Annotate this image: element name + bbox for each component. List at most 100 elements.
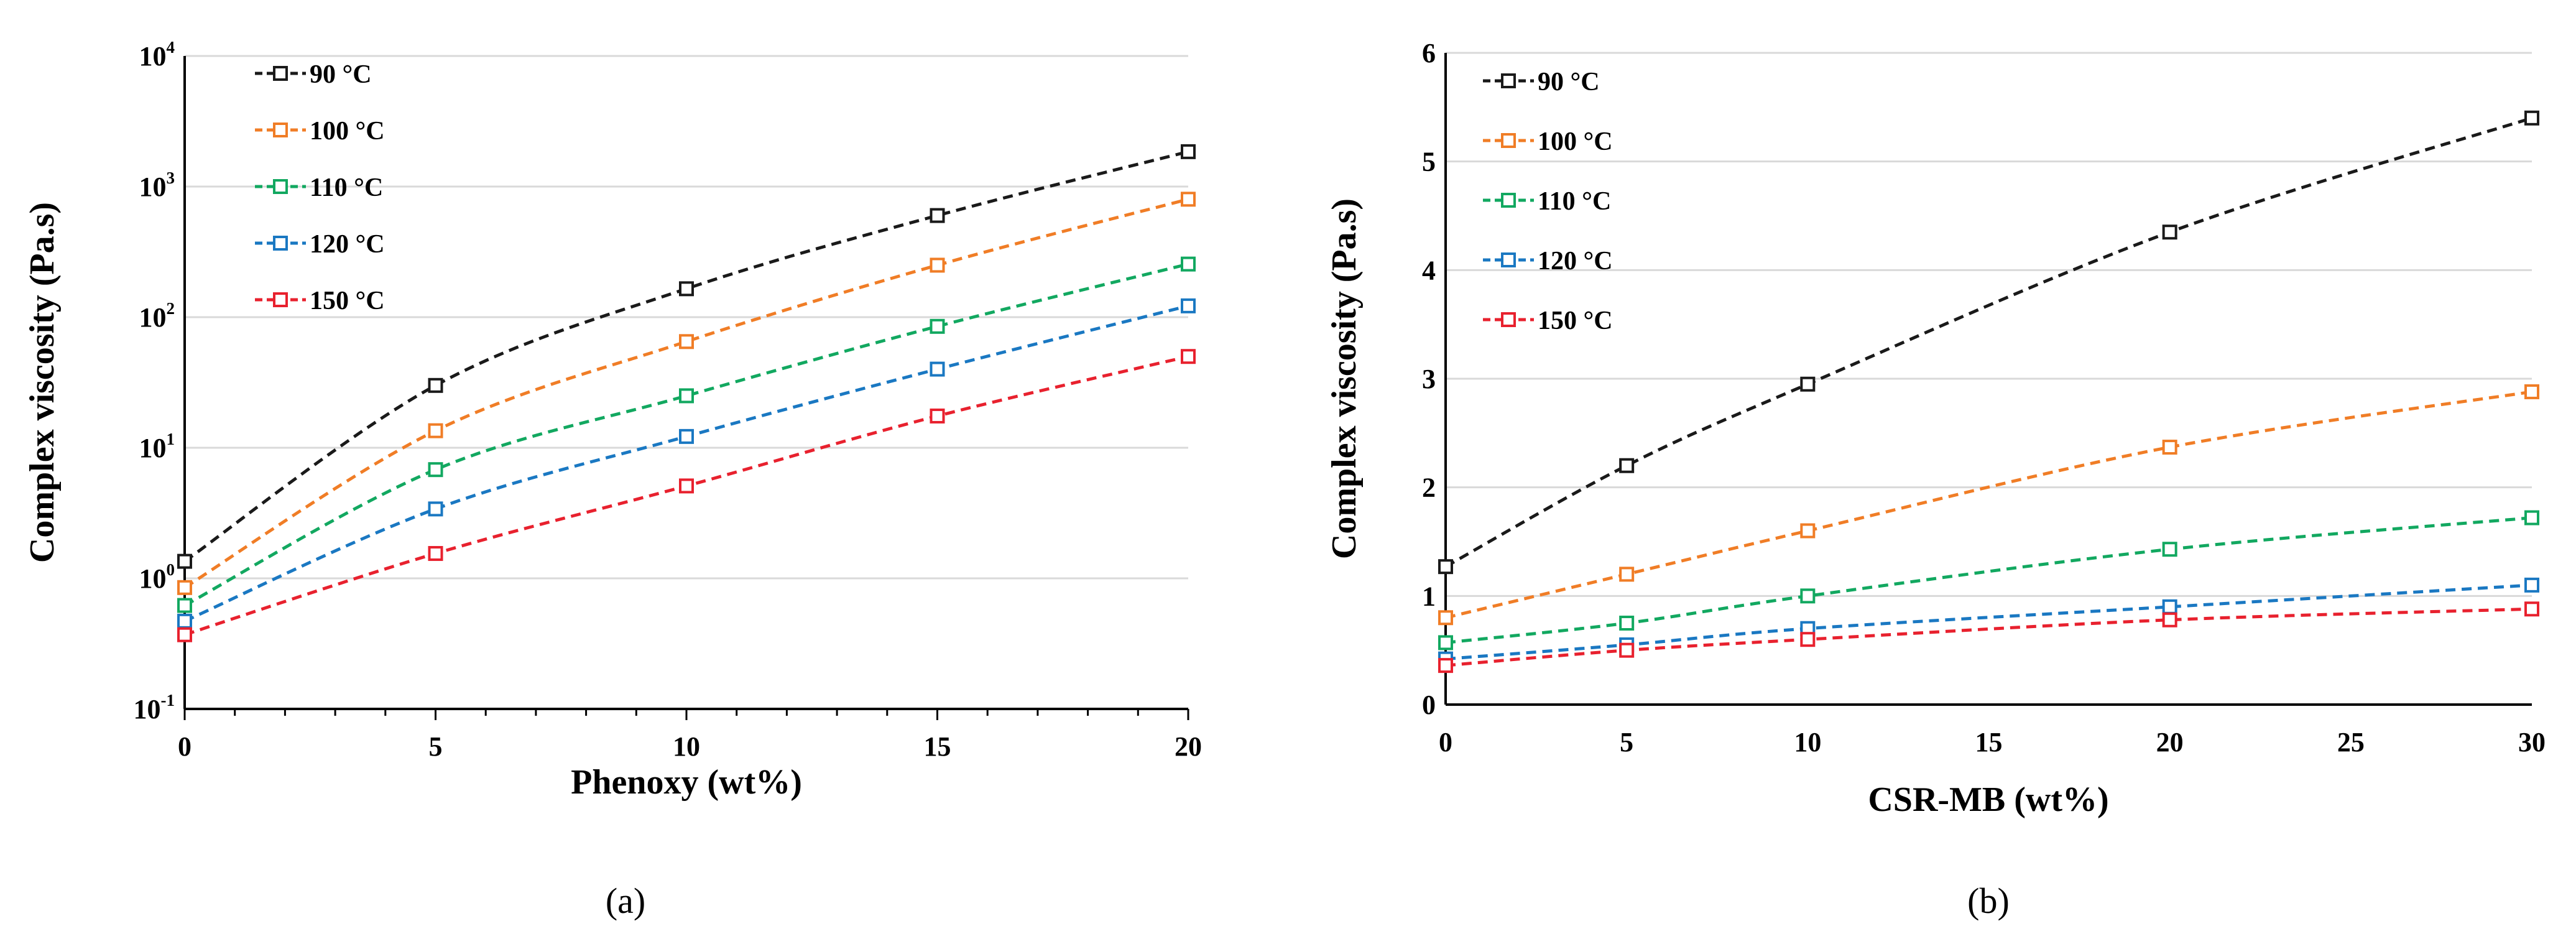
panel-a-series-line [183, 150, 1189, 563]
panel-b-data-point [1619, 616, 1635, 631]
panel-b-data-point [1438, 559, 1453, 575]
legend-swatch-marker [273, 123, 288, 137]
panel-b-legend-item: 100 °C [1483, 127, 1613, 156]
panel-b-x-axis-title: CSR-MB (wt%) [1868, 780, 2108, 819]
panel-b-series-0 [1438, 110, 2539, 575]
panel-b-y-tick-label: 2 [1422, 473, 1436, 503]
panel-a-y-axis-title: Complex viscosity (Pa.s) [23, 202, 62, 563]
panel-b-series-line [1445, 516, 2532, 644]
panel-b-data-point [2524, 601, 2539, 617]
panel-a-label: (a) [606, 881, 645, 921]
panel-a-data-point [428, 501, 443, 517]
panel-a-series-1 [177, 192, 1196, 595]
panel-b-data-point [1438, 658, 1453, 673]
panel-a-y-tick-label: 100 [139, 560, 175, 594]
panel-b-data-point [2524, 384, 2539, 399]
panel-b-data-point [2162, 542, 2177, 557]
legend-label: 150 °C [310, 287, 385, 315]
panel-a-data-point [679, 334, 694, 349]
panel-b-data-point [1800, 376, 1816, 392]
panel-b-legend-item: 120 °C [1483, 247, 1613, 275]
legend-swatch-marker [273, 66, 288, 81]
panel-b-data-point [2524, 577, 2539, 593]
legend-label: 150 °C [1538, 307, 1613, 335]
legend-swatch-marker [273, 292, 288, 307]
legend-label: 110 °C [1538, 187, 1611, 216]
panel-b-x-tick-label: 0 [1439, 727, 1452, 757]
panel-a-series-3 [177, 298, 1196, 629]
panel-b-data-point [1619, 458, 1635, 473]
panel-b-legend-item: 110 °C [1483, 187, 1611, 216]
panel-b-x-tick-label: 15 [1975, 727, 2003, 757]
panel-a-data-point [930, 408, 945, 423]
panel-a-y-tick-label: 102 [139, 299, 175, 333]
panel-a-data-point [428, 423, 443, 438]
panel-a-legend-item: 110 °C [255, 174, 383, 202]
legend-label: 100 °C [1538, 127, 1613, 156]
panel-a-x-tick-label: 0 [178, 731, 192, 762]
legend-swatch-marker [273, 179, 288, 194]
panel-a-x-tick-label: 5 [429, 731, 443, 762]
panel-a-y-tick-label: 10-1 [134, 691, 175, 724]
panel-b-data-point [2524, 510, 2539, 525]
panel-b-y-tick-label: 0 [1422, 690, 1436, 720]
panel-a-y-tick-label: 101 [139, 430, 175, 463]
panel-b-data-point [1800, 588, 1816, 604]
panel-a-data-point [177, 553, 192, 569]
panel-b-series-3 [1438, 577, 2539, 667]
panel-a-data-point [1181, 192, 1196, 207]
panel-a-data-point [177, 627, 192, 642]
panel-a-data-point [679, 388, 694, 404]
panel-b-series-2 [1438, 510, 2539, 650]
panel-b-x-tick-label: 20 [2156, 727, 2184, 757]
legend-swatch-marker [273, 236, 288, 251]
panel-a-data-point [177, 580, 192, 595]
panel-a-data-point [679, 281, 694, 297]
panel-b-data-point [1800, 523, 1816, 539]
panel-a-data-point [428, 546, 443, 562]
legend-label: 110 °C [310, 174, 383, 202]
panel-b-data-point [2162, 599, 2177, 614]
legend-swatch-marker [1501, 193, 1516, 208]
panel-b-series-4 [1438, 601, 2539, 673]
panel-a-data-point [930, 361, 945, 377]
panel-b-x-tick-label: 5 [1620, 727, 1633, 757]
panel-b-data-point [2162, 224, 2177, 240]
panel-a-data-point [177, 613, 192, 629]
panel-b-x-tick-label: 25 [2337, 727, 2365, 757]
panel-a-series-line [183, 197, 1189, 589]
panel-a-series-line [183, 304, 1189, 623]
panel-b-data-point [2162, 440, 2177, 455]
panel-a-legend-item: 150 °C [255, 287, 385, 315]
panel-a-series-line [183, 262, 1189, 607]
panel-a-data-point [1181, 349, 1196, 364]
panel-a-data-point [679, 478, 694, 494]
panel-b-data-point [1438, 610, 1453, 626]
panel-a-data-point [1181, 298, 1196, 313]
panel-a-legend-item: 90 °C [255, 60, 372, 89]
panel-b-y-tick-label: 5 [1422, 147, 1436, 177]
panel-b-series-line [1445, 583, 2532, 661]
panel-b-series-line [1445, 607, 2532, 667]
panel-b-y-axis-title: Complex viscosity (Pa.s) [1325, 198, 1364, 559]
panel-a-data-point [1181, 256, 1196, 272]
panel-b-data-point [1619, 642, 1635, 658]
panel-b-chart: 0 1 2 3 4 5 6 0 5 10 15 20 25 30 CSR-MB (wt%) Complex v… [1325, 38, 2546, 819]
panel-a-x-tick-label: 20 [1175, 731, 1202, 762]
legend-label: 90 °C [310, 60, 372, 89]
panel-a-data-point [428, 462, 443, 478]
panel-a-data-point [679, 428, 694, 444]
panel-b-y-tick-label: 6 [1422, 38, 1436, 68]
panel-b-data-point [1438, 635, 1453, 650]
panel-b-y-tick-label: 4 [1422, 255, 1436, 285]
panel-a-chart: 10-1 100 101 102 103 104 0 5 10 15 20 Phenoxy (wt%)… [23, 38, 1202, 802]
legend-swatch-marker [1501, 252, 1516, 267]
legend-label: 120 °C [1538, 247, 1613, 275]
panel-a-y-tick-label: 103 [139, 169, 175, 202]
panel-b-x-tick-label: 30 [2518, 727, 2546, 757]
panel-b-legend-item: 150 °C [1483, 307, 1613, 335]
panel-b-y-tick-label: 3 [1422, 364, 1436, 394]
panel-a-y-tick-label: 104 [139, 38, 175, 72]
legend-swatch-marker [1501, 312, 1516, 327]
panel-b-data-point [1800, 632, 1816, 647]
